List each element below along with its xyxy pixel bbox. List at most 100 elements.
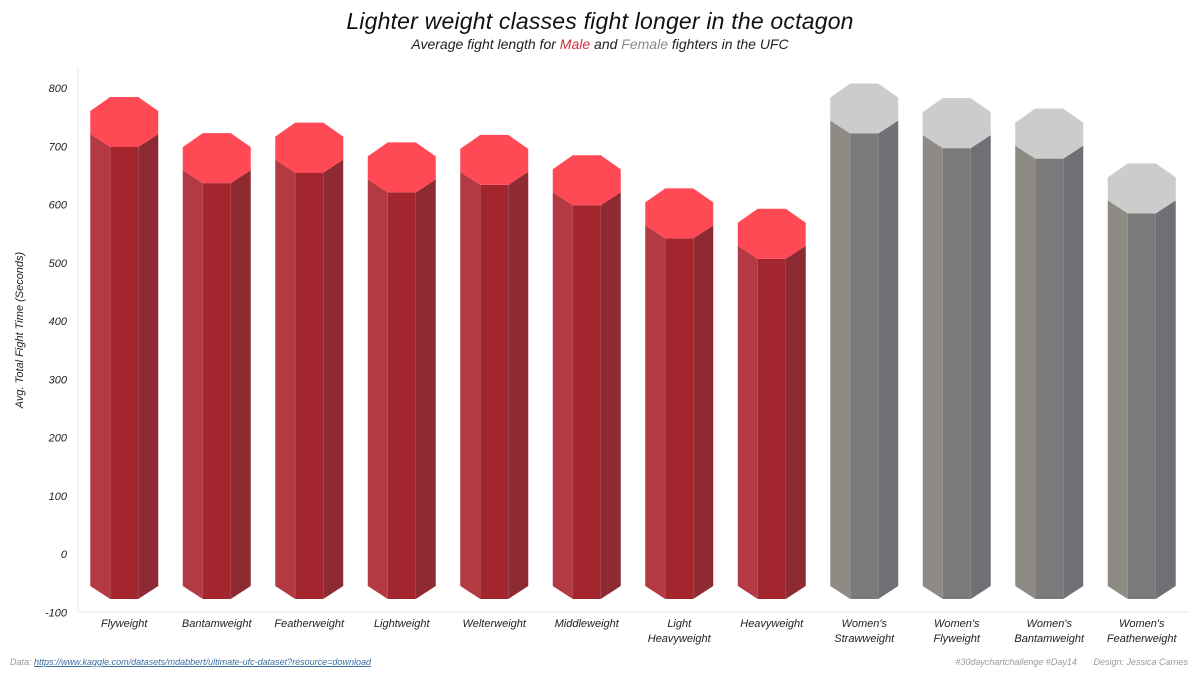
- bar-front: [665, 238, 694, 600]
- y-tick-label: 700: [49, 141, 68, 153]
- bar-side-right: [693, 225, 714, 600]
- y-tick-label: 800: [49, 83, 68, 95]
- bar-front: [1035, 158, 1064, 600]
- bar-flyweight: [90, 96, 159, 600]
- bar-front: [850, 133, 879, 600]
- bar-side-left: [552, 192, 573, 600]
- bar-front: [110, 146, 139, 600]
- bar-front: [295, 172, 324, 600]
- chart-subtitle: Average fight length for Male and Female…: [0, 36, 1200, 52]
- bar-top-cap: [737, 208, 806, 259]
- bar-side-left: [182, 170, 203, 600]
- bar-side-left: [830, 120, 851, 600]
- chart-title: Lighter weight classes fight longer in t…: [346, 8, 854, 34]
- x-tick-label: Strawweight: [834, 633, 895, 645]
- bar-side-right: [785, 245, 806, 600]
- footer-credits: #30daychartchallenge #Day14 Design: Jess…: [941, 657, 1188, 667]
- bar-top-cap: [460, 134, 529, 185]
- bar-top-cap: [922, 98, 991, 149]
- bar-side-left: [460, 171, 481, 600]
- bar-top-cap: [645, 188, 714, 239]
- x-tick-label: Welterweight: [463, 618, 527, 630]
- subtitle-prefix: Average fight length for: [411, 36, 556, 52]
- bar-top-cap: [275, 122, 344, 173]
- bar-womens-strawweight: [830, 83, 899, 600]
- bar-top-cap: [90, 96, 159, 147]
- x-tick-label: Flyweight: [934, 633, 981, 645]
- x-tick-label: Bantamweight: [182, 618, 253, 630]
- bar-side-right: [1063, 145, 1084, 600]
- bar-womens-featherweight: [1107, 163, 1176, 600]
- bar-front: [572, 205, 601, 600]
- bar-side-right: [323, 159, 344, 600]
- x-tick-label: Light: [667, 618, 692, 630]
- x-tick-label: Lightweight: [374, 618, 431, 630]
- bar-side-left: [275, 159, 296, 600]
- y-tick-label: 400: [49, 316, 68, 328]
- bar-side-left: [737, 245, 758, 600]
- x-tick-label: Flyweight: [101, 618, 148, 630]
- bar-top-cap: [1015, 108, 1084, 159]
- bar-bantamweight: [182, 133, 251, 600]
- y-tick-label: 200: [48, 433, 68, 445]
- x-tick-label: Featherweight: [274, 618, 345, 630]
- subtitle-suffix: fighters in the UFC: [671, 36, 789, 52]
- bar-top-cap: [830, 83, 899, 134]
- bar-front: [480, 184, 509, 600]
- bar-side-left: [645, 225, 666, 600]
- bar-side-right: [415, 179, 436, 600]
- y-tick-label: 500: [49, 258, 68, 270]
- data-source-label: Data:: [10, 657, 32, 667]
- y-tick-label: -100: [45, 607, 68, 619]
- bar-side-left: [1107, 200, 1128, 600]
- bar-front: [387, 192, 416, 600]
- subtitle-female: Female: [621, 36, 668, 52]
- bar-heavyweight: [737, 208, 806, 600]
- y-tick-label: 100: [49, 491, 68, 503]
- bar-side-right: [878, 120, 899, 600]
- x-tick-label: Featherweight: [1107, 633, 1178, 645]
- x-tick-label: Middleweight: [555, 618, 620, 630]
- subtitle-and: and: [594, 36, 618, 52]
- bar-top-cap: [367, 142, 436, 193]
- bar-middleweight: [552, 155, 621, 600]
- bar-top-cap: [552, 155, 621, 206]
- bar-womens-flyweight: [922, 98, 991, 600]
- bar-side-right: [230, 170, 251, 600]
- bar-side-right: [508, 171, 529, 600]
- bar-side-right: [600, 192, 621, 600]
- subtitle-male: Male: [559, 36, 591, 52]
- hashtag-text: #30daychartchallenge #Day14: [955, 657, 1077, 667]
- bar-front: [202, 183, 231, 600]
- bar-side-right: [1155, 200, 1176, 600]
- data-source-link[interactable]: https://www.kaggle.com/datasets/mdabbert…: [34, 657, 371, 667]
- bar-light-heavyweight: [645, 188, 714, 600]
- y-tick-label: 600: [49, 200, 68, 212]
- bar-side-right: [970, 135, 991, 600]
- bar-lightweight: [367, 142, 436, 600]
- bar-top-cap: [1107, 163, 1176, 214]
- bar-front: [942, 148, 971, 600]
- designer-credit: Design: Jessica Carnes: [1093, 657, 1188, 667]
- bar-side-right: [138, 133, 159, 600]
- x-tick-label: Women's: [1119, 618, 1165, 630]
- y-tick-label: 0: [61, 549, 68, 561]
- data-source: Data: https://www.kaggle.com/datasets/md…: [10, 657, 371, 667]
- bar-side-left: [1015, 145, 1036, 600]
- bar-side-left: [922, 135, 943, 600]
- x-tick-label: Women's: [1027, 618, 1073, 630]
- bar-side-left: [90, 133, 111, 600]
- x-tick-label: Women's: [934, 618, 980, 630]
- x-tick-label: Heavyweight: [648, 633, 712, 645]
- bar-top-cap: [182, 133, 251, 184]
- y-tick-label: 300: [49, 374, 68, 386]
- bar-welterweight: [460, 134, 529, 600]
- bar-womens-bantamweight: [1015, 108, 1084, 600]
- x-tick-label: Women's: [842, 618, 888, 630]
- bar-front: [1127, 213, 1156, 600]
- bar-side-left: [367, 179, 388, 600]
- x-tick-label: Heavyweight: [740, 618, 804, 630]
- x-tick-label: Bantamweight: [1014, 633, 1085, 645]
- bar-featherweight: [275, 122, 344, 600]
